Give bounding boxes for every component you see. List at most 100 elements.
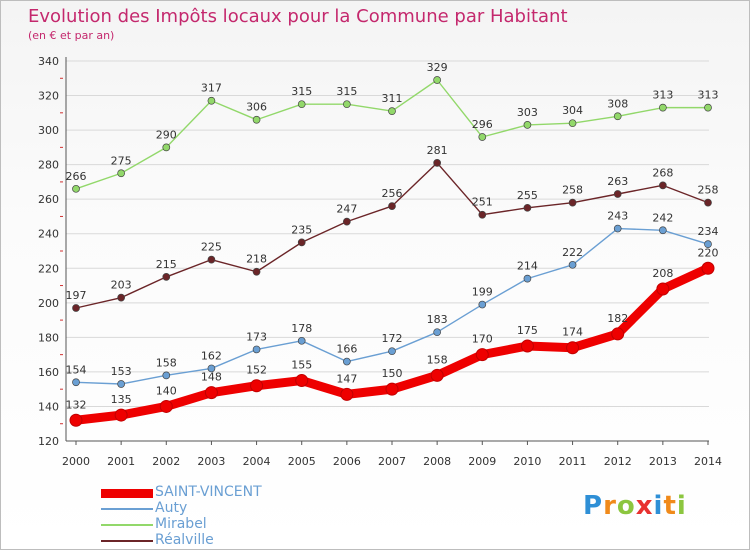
- data-point: [117, 293, 125, 302]
- data-point: [523, 121, 532, 129]
- data-point: [568, 260, 577, 269]
- data-label: 247: [336, 203, 357, 216]
- data-label: 197: [66, 289, 87, 302]
- data-point: [433, 159, 441, 167]
- data-point: [207, 96, 216, 105]
- data-point: [162, 371, 171, 380]
- data-point: [478, 300, 487, 309]
- data-point: [250, 379, 264, 393]
- data-point: [478, 133, 487, 141]
- x-tick-label: 2000: [62, 455, 90, 468]
- x-tick-label: 2014: [694, 455, 722, 468]
- data-point: [69, 413, 83, 427]
- data-point: [72, 378, 80, 387]
- data-label: 242: [652, 211, 673, 224]
- y-tick-label: 140: [38, 400, 59, 413]
- y-tick-label: 200: [38, 297, 59, 310]
- data-point: [523, 274, 532, 283]
- data-point: [388, 202, 396, 210]
- legend-swatch-saint-vincent: [101, 489, 153, 498]
- y-tick-label: 320: [38, 90, 59, 103]
- data-point: [523, 203, 532, 212]
- data-point: [433, 328, 441, 337]
- logo-letter: x: [635, 491, 654, 521]
- data-point: [611, 327, 625, 341]
- data-label: 215: [156, 258, 177, 271]
- logo-letter: P: [583, 491, 604, 521]
- data-point: [207, 364, 216, 373]
- y-tick-label: 180: [38, 331, 59, 344]
- logo-letter: t: [663, 491, 677, 521]
- data-point: [701, 261, 715, 275]
- legend-label-realville: Réalville: [155, 532, 214, 548]
- x-tick-label: 2003: [197, 455, 225, 468]
- data-label: 153: [111, 365, 132, 378]
- data-label: 315: [291, 85, 312, 98]
- data-label: 256: [382, 187, 403, 200]
- data-label: 147: [336, 372, 357, 385]
- data-point: [566, 341, 580, 355]
- data-point: [252, 115, 261, 124]
- proxiti-logo: Proxiti: [583, 491, 687, 521]
- data-point: [207, 255, 216, 264]
- data-label: 170: [472, 333, 493, 346]
- data-label: 203: [111, 279, 132, 292]
- data-label: 175: [517, 324, 538, 337]
- logo-letter: r: [603, 491, 617, 521]
- data-point: [478, 210, 487, 219]
- data-point: [704, 240, 712, 248]
- data-point: [659, 226, 667, 235]
- data-point: [520, 339, 534, 353]
- y-tick-label: 240: [38, 228, 59, 241]
- data-point: [613, 224, 622, 233]
- data-label: 329: [427, 61, 448, 74]
- data-label: 220: [698, 246, 719, 259]
- x-tick-label: 2010: [513, 455, 541, 468]
- y-tick-label: 280: [38, 159, 59, 172]
- legend-swatch-auty: [101, 508, 153, 510]
- data-label: 158: [427, 353, 448, 366]
- y-tick-label: 260: [38, 193, 59, 206]
- data-label: 183: [427, 313, 448, 326]
- y-tick-label: 160: [38, 366, 59, 379]
- data-label: 258: [698, 184, 719, 197]
- data-label: 182: [607, 312, 628, 325]
- data-label: 303: [517, 106, 538, 119]
- x-tick-label: 2011: [559, 455, 587, 468]
- data-label: 268: [652, 166, 673, 179]
- data-label: 243: [607, 210, 628, 223]
- legend-label-saint-vincent: SAINT-VINCENT: [155, 484, 262, 500]
- data-point: [568, 198, 577, 207]
- x-tick-label: 2012: [604, 455, 632, 468]
- data-point: [475, 348, 489, 362]
- data-point: [204, 386, 218, 400]
- data-label: 281: [427, 144, 448, 157]
- chart-title: Evolution des Impôts locaux pour la Comm…: [28, 6, 568, 27]
- y-tick-label: 300: [38, 124, 59, 137]
- chart-subtitle: (en € et par an): [28, 29, 115, 42]
- data-point: [72, 304, 80, 312]
- data-label: 255: [517, 189, 538, 202]
- data-label: 251: [472, 196, 493, 209]
- data-label: 304: [562, 104, 583, 117]
- data-label: 140: [156, 384, 177, 397]
- data-label: 158: [156, 356, 177, 369]
- data-point: [659, 103, 667, 112]
- data-label: 132: [66, 398, 87, 411]
- data-point: [388, 107, 396, 115]
- data-label: 172: [382, 332, 403, 345]
- data-point: [704, 103, 712, 112]
- x-tick-label: 2007: [378, 455, 406, 468]
- data-point: [613, 190, 622, 198]
- legend-swatch-realville: [101, 540, 153, 542]
- logo-letter: o: [616, 491, 636, 521]
- data-label: 313: [698, 89, 719, 102]
- data-label: 178: [291, 322, 312, 335]
- data-label: 311: [382, 92, 403, 105]
- data-point: [295, 374, 309, 388]
- data-point: [297, 100, 306, 109]
- x-tick-label: 2008: [423, 455, 451, 468]
- legend-swatch-mirabel: [101, 524, 153, 526]
- data-point: [388, 347, 396, 356]
